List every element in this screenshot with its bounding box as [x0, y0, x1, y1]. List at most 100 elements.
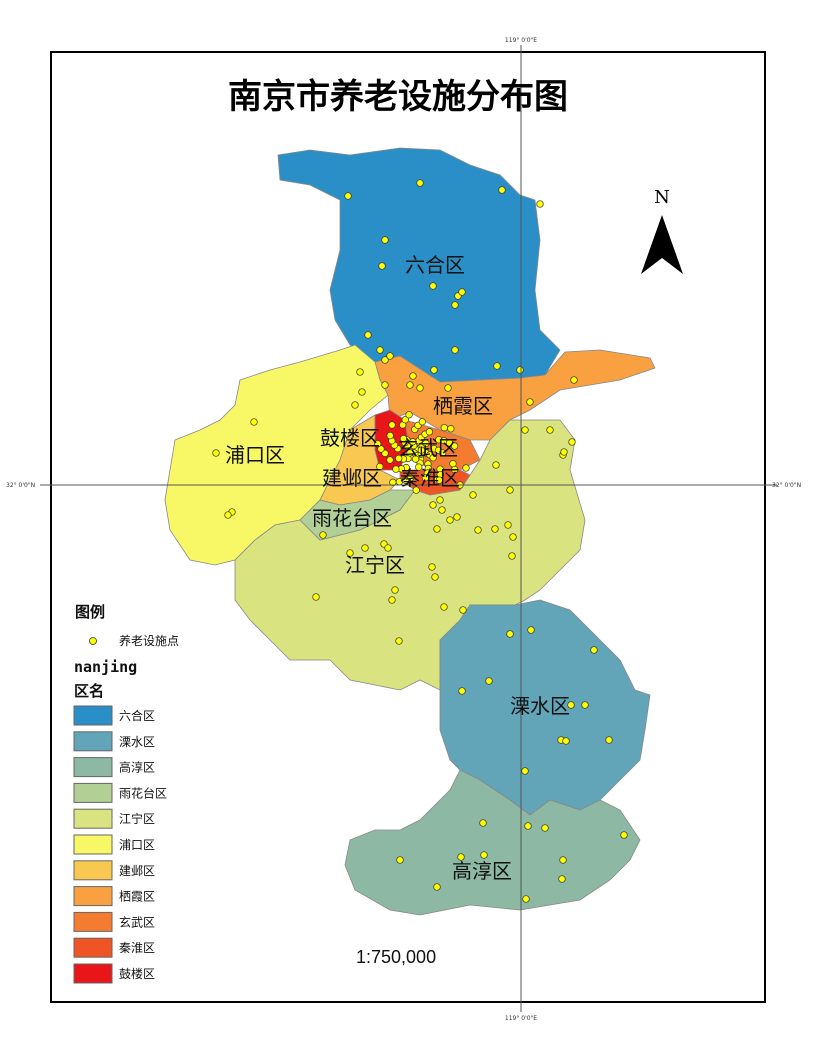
facility-point — [469, 491, 477, 499]
facility-point — [567, 701, 575, 709]
facility-point — [406, 381, 414, 389]
facility-point — [356, 368, 364, 376]
facility-point — [212, 449, 220, 457]
facility-point — [384, 544, 392, 552]
facility-point — [498, 186, 506, 194]
facility-point — [620, 831, 628, 839]
facility-point — [479, 819, 487, 827]
facility-point — [386, 352, 394, 360]
facility-point — [546, 426, 554, 434]
facility-point — [431, 573, 439, 581]
legend-point-label: 养老设施点 — [119, 633, 179, 648]
facility-point — [386, 431, 394, 440]
facility-point — [429, 501, 437, 509]
facility-point — [570, 376, 578, 384]
label-xuanwu: 玄武区 — [398, 436, 458, 460]
facility-point — [433, 883, 441, 891]
facility-point — [406, 449, 414, 457]
facility-point — [396, 856, 404, 864]
label-gaochun: 高淳区 — [452, 859, 512, 883]
legend-class-label: 江宁区 — [119, 811, 155, 826]
legend-class-label: 建邺区 — [119, 864, 155, 878]
facility-point — [458, 288, 466, 296]
facility-point — [381, 381, 389, 389]
facility-point — [433, 525, 441, 533]
legend-swatch — [73, 705, 113, 726]
map-title: 南京市养老设施分布图 — [228, 77, 568, 117]
facility-point — [388, 596, 396, 604]
facility-point — [541, 824, 549, 832]
facility-point — [558, 875, 566, 883]
legend-swatch — [73, 834, 113, 855]
legend-swatch — [73, 937, 113, 958]
north-arrow-label: N — [654, 187, 670, 208]
facility-point — [399, 434, 408, 443]
graticule-label-right: 32° 0'0"N — [772, 482, 801, 489]
facility-point — [395, 637, 403, 645]
facility-point — [480, 851, 488, 859]
label-jianye: 建邺区 — [322, 466, 382, 490]
facility-point — [474, 526, 482, 534]
facility-point — [418, 418, 426, 426]
facility-point — [457, 853, 465, 861]
facility-point — [416, 384, 424, 392]
facility-point — [391, 586, 399, 594]
facility-point — [521, 426, 529, 434]
legend-class-label: 玄武区 — [119, 914, 155, 929]
facility-point — [485, 677, 493, 685]
facility-point — [447, 425, 455, 433]
facility-point — [378, 262, 386, 270]
north-arrow-icon — [641, 215, 683, 274]
facility-point — [493, 362, 501, 370]
facility-point — [409, 438, 417, 446]
facility-point — [568, 438, 576, 446]
district-labels: 六合区 栖霞区 浦口区 鼓楼区 玄武区 建邺区 秦淮区 雨花台区 江宁区 溧水区… — [225, 253, 570, 883]
graticule-label-top: 119° 0'0"E — [505, 37, 537, 44]
facility-point — [429, 282, 437, 290]
legend-class-label: 栖霞区 — [119, 889, 155, 904]
legend-point-symbol — [89, 637, 97, 645]
label-lishui: 溧水区 — [510, 694, 570, 718]
legend-class-label: 高淳区 — [119, 760, 155, 775]
label-qixia: 栖霞区 — [433, 394, 493, 418]
facility-point — [401, 416, 409, 424]
facility-point — [462, 464, 470, 472]
facility-point — [422, 439, 430, 448]
facility-point — [376, 462, 384, 471]
facility-point — [358, 388, 366, 396]
facility-point — [351, 401, 359, 409]
label-gulou: 鼓楼区 — [320, 426, 380, 450]
facility-point — [492, 461, 500, 469]
facility-point — [605, 736, 613, 744]
facility-point — [453, 513, 461, 521]
facility-point — [491, 525, 499, 533]
graticule-label-left: 32° 0'0"N — [6, 482, 35, 489]
facility-point — [381, 236, 389, 244]
facility-point — [458, 687, 466, 695]
facility-point — [392, 465, 400, 473]
facility-point — [559, 856, 567, 864]
facility-point — [412, 486, 420, 494]
label-qinhuai: 秦淮区 — [400, 466, 460, 490]
facility-point — [436, 496, 444, 504]
district-polygons — [164, 147, 656, 916]
facility-point — [430, 366, 438, 374]
facility-point — [504, 521, 512, 529]
north-arrow: N — [641, 187, 683, 274]
facility-point — [506, 630, 514, 638]
facility-point — [440, 424, 448, 432]
facility-point — [451, 346, 459, 354]
facility-point — [364, 331, 372, 339]
district-lishui — [439, 599, 651, 816]
district-gaochun — [344, 769, 641, 916]
scale-text: 1:750,000 — [356, 947, 436, 967]
facility-point — [312, 593, 320, 601]
label-yuhuatai: 雨花台区 — [312, 506, 392, 530]
legend-class-label: 鼓楼区 — [119, 966, 155, 981]
legend-title: 图例 — [75, 603, 105, 621]
facility-point — [444, 384, 452, 392]
facility-point — [560, 448, 568, 456]
